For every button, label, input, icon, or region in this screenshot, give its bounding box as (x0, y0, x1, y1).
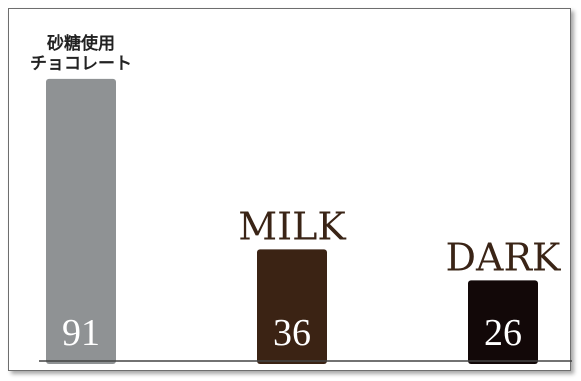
value-label-1: 91 (62, 312, 100, 354)
category-label-3: DARK (446, 235, 562, 279)
bar-2 (257, 249, 327, 364)
bar-chart: 91 砂糖使用チョコレート 36 MILK 26 DARK (30, 33, 572, 365)
value-label-3: 26 (484, 312, 522, 354)
bar-1 (46, 78, 116, 365)
chart-frame: 91 砂糖使用チョコレート 36 MILK 26 DARK (8, 8, 572, 371)
value-label-2: 36 (273, 312, 311, 354)
bar-3 (468, 280, 538, 364)
category-label-2: MILK (238, 204, 346, 248)
category-label-1: 砂糖使用チョコレート (30, 33, 132, 74)
